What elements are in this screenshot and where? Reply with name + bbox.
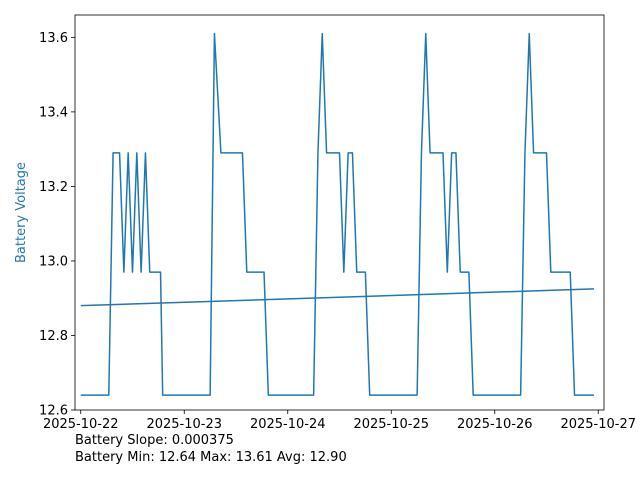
x-tick-label: 2025-10-26 (457, 417, 533, 432)
y-tick-label: 12.8 (39, 329, 68, 344)
y-tick-label: 13.2 (39, 180, 68, 195)
x-axis-ticks: 2025-10-22 2025-10-23 2025-10-24 2025-10-25… (43, 410, 636, 432)
stats-min-max-avg: Battery Min: 12.64 Max: 13.61 Avg: 12.90 (75, 450, 347, 465)
trend-line (80, 288, 594, 307)
y-tick-label: 13.6 (39, 31, 68, 46)
plot-lines (80, 32, 594, 396)
stats-slope: Battery Slope: 0.000375 (75, 433, 234, 448)
y-axis-label: Battery Voltage (14, 162, 29, 263)
x-tick-label: 2025-10-25 (353, 417, 429, 432)
y-axis-ticks: 12.6 12.8 13.0 13.2 13.4 13.6 (39, 31, 75, 419)
y-tick-label: 13.0 (39, 254, 68, 269)
x-tick-label: 2025-10-22 (43, 417, 119, 432)
y-tick-label: 13.4 (39, 105, 68, 120)
y-tick-label: 12.6 (39, 404, 68, 419)
voltage-line (80, 32, 594, 396)
x-tick-label: 2025-10-24 (250, 417, 326, 432)
x-tick-label: 2025-10-23 (146, 417, 222, 432)
plot-frame (74, 14, 605, 411)
x-tick-label: 2025-10-27 (560, 417, 636, 432)
